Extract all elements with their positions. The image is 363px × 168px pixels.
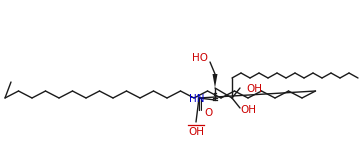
Text: OH: OH — [240, 105, 256, 115]
Polygon shape — [212, 74, 217, 88]
Text: O: O — [204, 108, 212, 118]
Text: HO: HO — [192, 53, 208, 63]
Text: OH: OH — [188, 127, 204, 137]
Text: OH: OH — [246, 84, 262, 94]
Text: HN: HN — [189, 94, 205, 104]
